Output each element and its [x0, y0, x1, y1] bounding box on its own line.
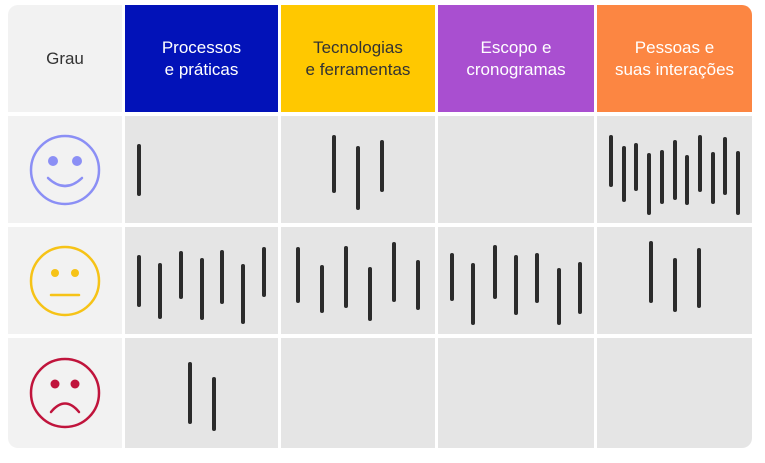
tally-mark [685, 155, 690, 206]
happy-face-icon [29, 134, 101, 205]
tally-cell [125, 227, 278, 334]
tally-cell [438, 227, 594, 334]
tally-cell [281, 116, 435, 223]
column-header-pessoas: Pessoas e suas interações [597, 5, 752, 112]
column-header-label: Processos e práticas [161, 37, 242, 79]
tally-mark [344, 245, 348, 308]
column-header-label: Pessoas e suas interações [614, 37, 735, 79]
tally-cell [281, 227, 435, 334]
tally-mark [578, 261, 582, 314]
tally-cell [597, 116, 752, 223]
tally-mark [647, 153, 652, 215]
tally-mark [621, 146, 626, 203]
column-header-processos: Processos e práticas [125, 5, 278, 112]
tally-mark [262, 247, 266, 298]
tally-mark [241, 263, 246, 324]
tally-mark [320, 264, 324, 313]
neutral-face-icon [29, 245, 101, 316]
tally-mark [296, 246, 300, 303]
tally-mark [634, 143, 639, 192]
tally-mark [736, 150, 740, 215]
grade-cell-sad [8, 338, 122, 448]
column-header-label: Tecnologias e ferramentas [305, 37, 411, 79]
tally-mark [450, 252, 454, 301]
tally-mark [137, 143, 141, 196]
grade-header-label: Grau [46, 48, 84, 68]
tally-cell [281, 338, 435, 448]
tally-mark [178, 250, 183, 299]
tally-mark [187, 362, 192, 424]
tally-mark [157, 263, 162, 320]
column-header-label: Escopo e cronogramas [466, 37, 566, 79]
grade-header: Grau [8, 5, 122, 112]
tally-mark [199, 257, 204, 320]
tally-mark [332, 134, 336, 193]
tally-mark [696, 248, 701, 309]
tally-mark [535, 253, 540, 304]
tally-cell [438, 116, 594, 223]
tally-mark [392, 242, 396, 303]
tally-mark [659, 149, 664, 204]
tally-mark [609, 135, 613, 188]
tally-cell [597, 227, 752, 334]
tally-cell [597, 338, 752, 448]
tally-cell [125, 116, 278, 223]
tally-mark [697, 135, 702, 192]
tally-cell [438, 338, 594, 448]
grade-cell-neutral [8, 227, 122, 334]
column-header-tecnologias: Tecnologias e ferramentas [281, 5, 435, 112]
tally-mark [492, 245, 497, 300]
tally-cell [125, 338, 278, 448]
tally-mark [710, 151, 715, 204]
tally-mark [672, 139, 677, 200]
tally-mark [368, 266, 372, 321]
tally-mark [356, 145, 360, 210]
tally-mark [514, 255, 518, 316]
tally-mark [723, 136, 728, 195]
tally-mark [380, 139, 384, 192]
tally-mark [648, 241, 653, 304]
tally-mark [471, 262, 476, 325]
tally-mark [211, 376, 216, 431]
column-header-escopo: Escopo e cronogramas [438, 5, 594, 112]
grade-cell-happy [8, 116, 122, 223]
tally-mark [220, 249, 225, 304]
tally-mark [137, 254, 141, 307]
tally-mark [672, 258, 677, 313]
tally-mark [556, 267, 561, 325]
tally-mark [416, 260, 420, 311]
sad-face-icon [29, 357, 101, 429]
